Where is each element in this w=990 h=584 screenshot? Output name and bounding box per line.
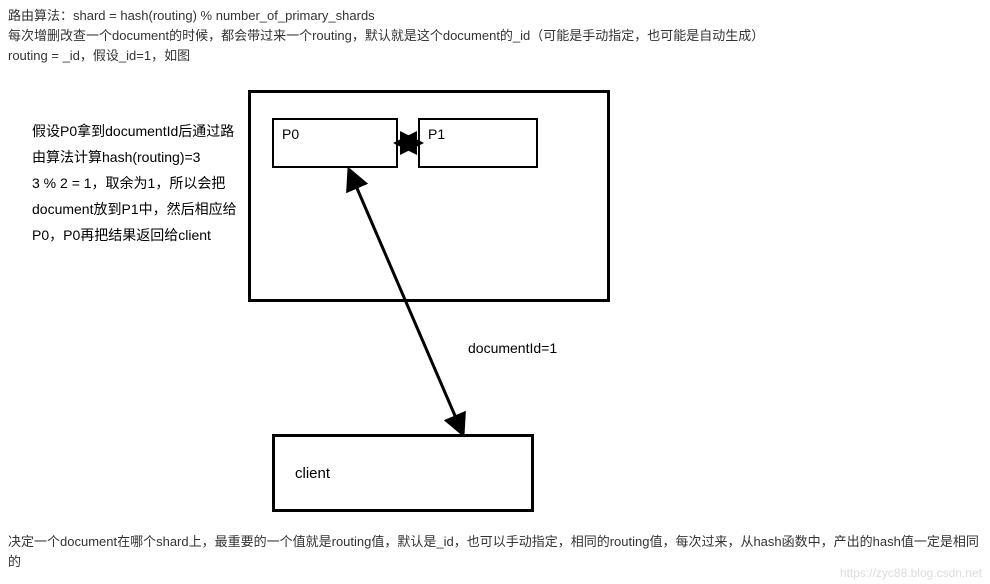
intro-line-1: 路由算法：shard = hash(routing) % number_of_p… <box>8 6 375 26</box>
client-box: client <box>272 434 534 512</box>
watermark: https://zyc88.blog.csdn.net <box>840 566 982 580</box>
bottom-paragraph: 决定一个document在哪个shard上，最重要的一个值就是routing值，… <box>8 532 982 572</box>
intro-line-2: 每次增删改查一个document的时候，都会带过来一个routing，默认就是这… <box>8 26 764 46</box>
side-caption: 假设P0拿到documentId后通过路由算法计算hash(routing)=3… <box>32 118 237 248</box>
documentid-label: documentId=1 <box>468 340 557 356</box>
shard-p0-box: P0 <box>272 118 398 168</box>
intro-line-3: routing = _id，假设_id=1，如图 <box>8 46 190 66</box>
diagram: 假设P0拿到documentId后通过路由算法计算hash(routing)=3… <box>0 66 990 516</box>
shard-p1-box: P1 <box>418 118 538 168</box>
